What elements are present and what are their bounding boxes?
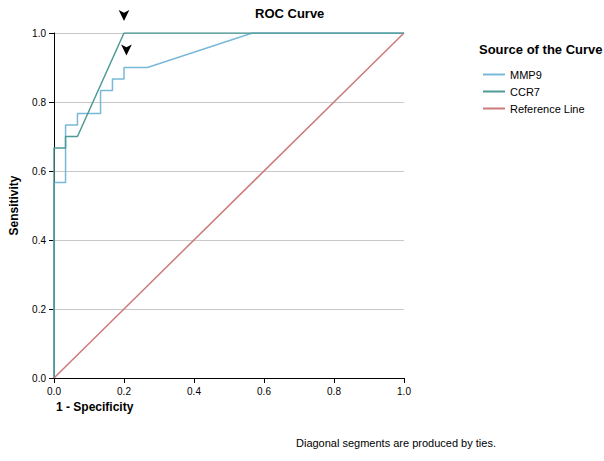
svg-text:0.8: 0.8 bbox=[32, 97, 46, 108]
svg-text:1.0: 1.0 bbox=[32, 28, 46, 39]
svg-text:Sensitivity: Sensitivity bbox=[7, 175, 21, 235]
svg-text:0.4: 0.4 bbox=[187, 386, 201, 397]
svg-text:0.0: 0.0 bbox=[47, 386, 61, 397]
svg-text:Source of the Curve: Source of the Curve bbox=[479, 42, 603, 57]
svg-text:Diagonal segments are produced: Diagonal segments are produced by ties. bbox=[296, 437, 496, 449]
svg-text:1 - Specificity: 1 - Specificity bbox=[56, 400, 134, 414]
svg-text:CCR7: CCR7 bbox=[510, 86, 540, 98]
svg-text:0.6: 0.6 bbox=[32, 166, 46, 177]
svg-text:MMP9: MMP9 bbox=[510, 69, 542, 81]
svg-text:ROC Curve: ROC Curve bbox=[255, 6, 324, 21]
svg-text:0.4: 0.4 bbox=[32, 235, 46, 246]
svg-text:0.2: 0.2 bbox=[32, 304, 46, 315]
svg-text:0.8: 0.8 bbox=[327, 386, 341, 397]
svg-text:0.6: 0.6 bbox=[257, 386, 271, 397]
svg-text:0.2: 0.2 bbox=[117, 386, 131, 397]
svg-text:1.0: 1.0 bbox=[397, 386, 411, 397]
svg-text:Reference Line: Reference Line bbox=[510, 103, 585, 115]
svg-text:0.0: 0.0 bbox=[32, 373, 46, 384]
